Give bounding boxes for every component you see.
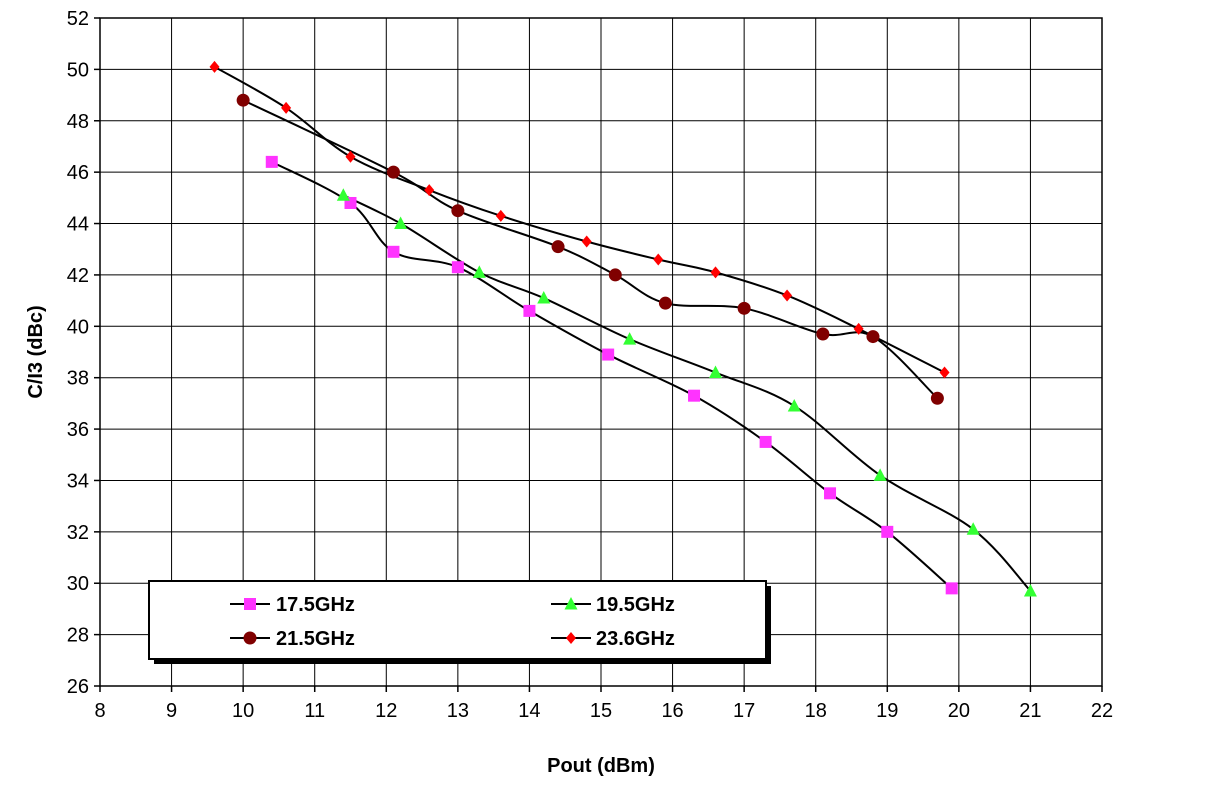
data-point-21.5GHz <box>930 391 944 405</box>
data-point-19.5GHz <box>787 398 801 412</box>
data-point-23.6GHz <box>281 101 292 114</box>
x-tick-label: 17 <box>733 700 755 722</box>
data-point-17.5GHz <box>451 261 464 274</box>
data-point-19.5GHz <box>336 188 350 201</box>
data-point-21.5GHz <box>386 165 400 179</box>
grid <box>99 17 1103 687</box>
data-point-23.6GHz <box>939 366 950 379</box>
data-point-23.6GHz <box>345 150 356 163</box>
x-tick-label: 20 <box>948 700 970 722</box>
legend-label: 21.5GHz <box>276 628 355 650</box>
legend-marker-19.5GHz <box>564 597 578 610</box>
y-tick-label: 50 <box>67 59 89 81</box>
data-point-23.6GHz <box>209 60 220 73</box>
x-tick-label: 10 <box>232 700 254 722</box>
y-axis-title: C/I3 (dBc) <box>25 305 47 398</box>
series-line-21.5GHz <box>242 99 939 399</box>
series-line-19.5GHz <box>342 194 1032 592</box>
y-tick-label: 36 <box>67 419 89 441</box>
x-tick-label: 13 <box>447 700 469 722</box>
data-point-21.5GHz <box>551 240 565 254</box>
data-point-21.5GHz <box>866 330 880 344</box>
x-tick-label: 9 <box>166 700 177 722</box>
y-tick-label: 30 <box>67 573 89 595</box>
data-point-19.5GHz <box>394 216 408 230</box>
y-tick-label: 44 <box>67 214 89 236</box>
legend-label: 17.5GHz <box>276 594 355 616</box>
data-point-17.5GHz <box>824 487 837 500</box>
data-point-21.5GHz <box>737 301 751 315</box>
data-point-23.6GHz <box>653 253 664 266</box>
data-point-23.6GHz <box>495 209 506 222</box>
y-tick-label: 38 <box>67 368 89 390</box>
y-tick-label: 32 <box>67 522 89 544</box>
data-point-23.6GHz <box>782 289 793 302</box>
y-tick-label: 34 <box>67 470 89 492</box>
legend-box <box>148 580 767 660</box>
y-tick-label: 28 <box>67 625 89 647</box>
x-tick-label: 15 <box>590 700 612 722</box>
x-axis-title: Pout (dBm) <box>547 755 655 777</box>
series-line-23.6GHz <box>214 65 945 374</box>
x-tick-labels: 8 9 10 11 12 13 14 15 16 17 18 19 20 21 22 <box>94 700 1113 722</box>
data-point-19.5GHz <box>623 332 637 345</box>
x-tick-label: 22 <box>1091 700 1113 722</box>
data-point-19.5GHz <box>1023 583 1037 597</box>
x-tick-label: 12 <box>375 700 397 722</box>
data-point-23.6GHz <box>710 266 721 279</box>
x-tick-label: 18 <box>805 700 827 722</box>
data-point-19.5GHz <box>537 291 551 304</box>
data-point-21.5GHz <box>658 296 672 310</box>
axis-ticks <box>94 17 1103 692</box>
x-tick-label: 11 <box>304 700 325 722</box>
series-markers <box>209 60 1037 597</box>
data-point-19.5GHz <box>966 522 980 535</box>
x-tick-label: 19 <box>876 700 898 722</box>
x-tick-label: 16 <box>661 700 683 722</box>
legend-marker-17.5GHz <box>244 598 256 610</box>
legend-marker-23.6GHz <box>566 632 576 644</box>
x-tick-label: 21 <box>1019 700 1041 722</box>
series-lines <box>214 65 1032 592</box>
data-point-21.5GHz <box>236 93 250 107</box>
y-tick-label: 52 <box>67 8 89 30</box>
y-tick-label: 40 <box>67 316 89 338</box>
y-tick-labels: 26 28 30 32 34 36 38 40 42 44 46 48 50 52 <box>67 8 89 698</box>
y-tick-label: 26 <box>67 676 89 698</box>
legend-marker-21.5GHz <box>243 631 257 645</box>
legend: 17.5GHz 19.5GHz 21.5GHz 23.6GHz <box>148 580 771 664</box>
data-point-17.5GHz <box>387 245 400 258</box>
data-point-21.5GHz <box>451 204 465 218</box>
legend-label: 19.5GHz <box>596 594 675 616</box>
data-point-17.5GHz <box>265 155 278 168</box>
data-point-23.6GHz <box>581 235 592 248</box>
y-tick-label: 46 <box>67 162 89 184</box>
data-point-21.5GHz <box>816 327 830 341</box>
data-point-17.5GHz <box>945 582 958 595</box>
x-tick-label: 8 <box>94 700 105 722</box>
data-point-17.5GHz <box>523 304 536 317</box>
data-point-19.5GHz <box>472 265 486 278</box>
data-point-17.5GHz <box>881 525 894 538</box>
data-point-17.5GHz <box>602 348 615 361</box>
data-point-17.5GHz <box>759 435 772 448</box>
y-tick-label: 42 <box>67 265 89 287</box>
y-tick-label: 48 <box>67 111 89 133</box>
data-point-19.5GHz <box>873 468 887 481</box>
x-tick-label: 14 <box>518 700 540 722</box>
data-point-17.5GHz <box>688 389 701 402</box>
data-point-23.6GHz <box>853 322 864 335</box>
data-point-19.5GHz <box>709 365 723 379</box>
legend-label: 23.6GHz <box>596 628 675 650</box>
data-point-23.6GHz <box>424 184 435 197</box>
data-point-21.5GHz <box>608 268 622 282</box>
